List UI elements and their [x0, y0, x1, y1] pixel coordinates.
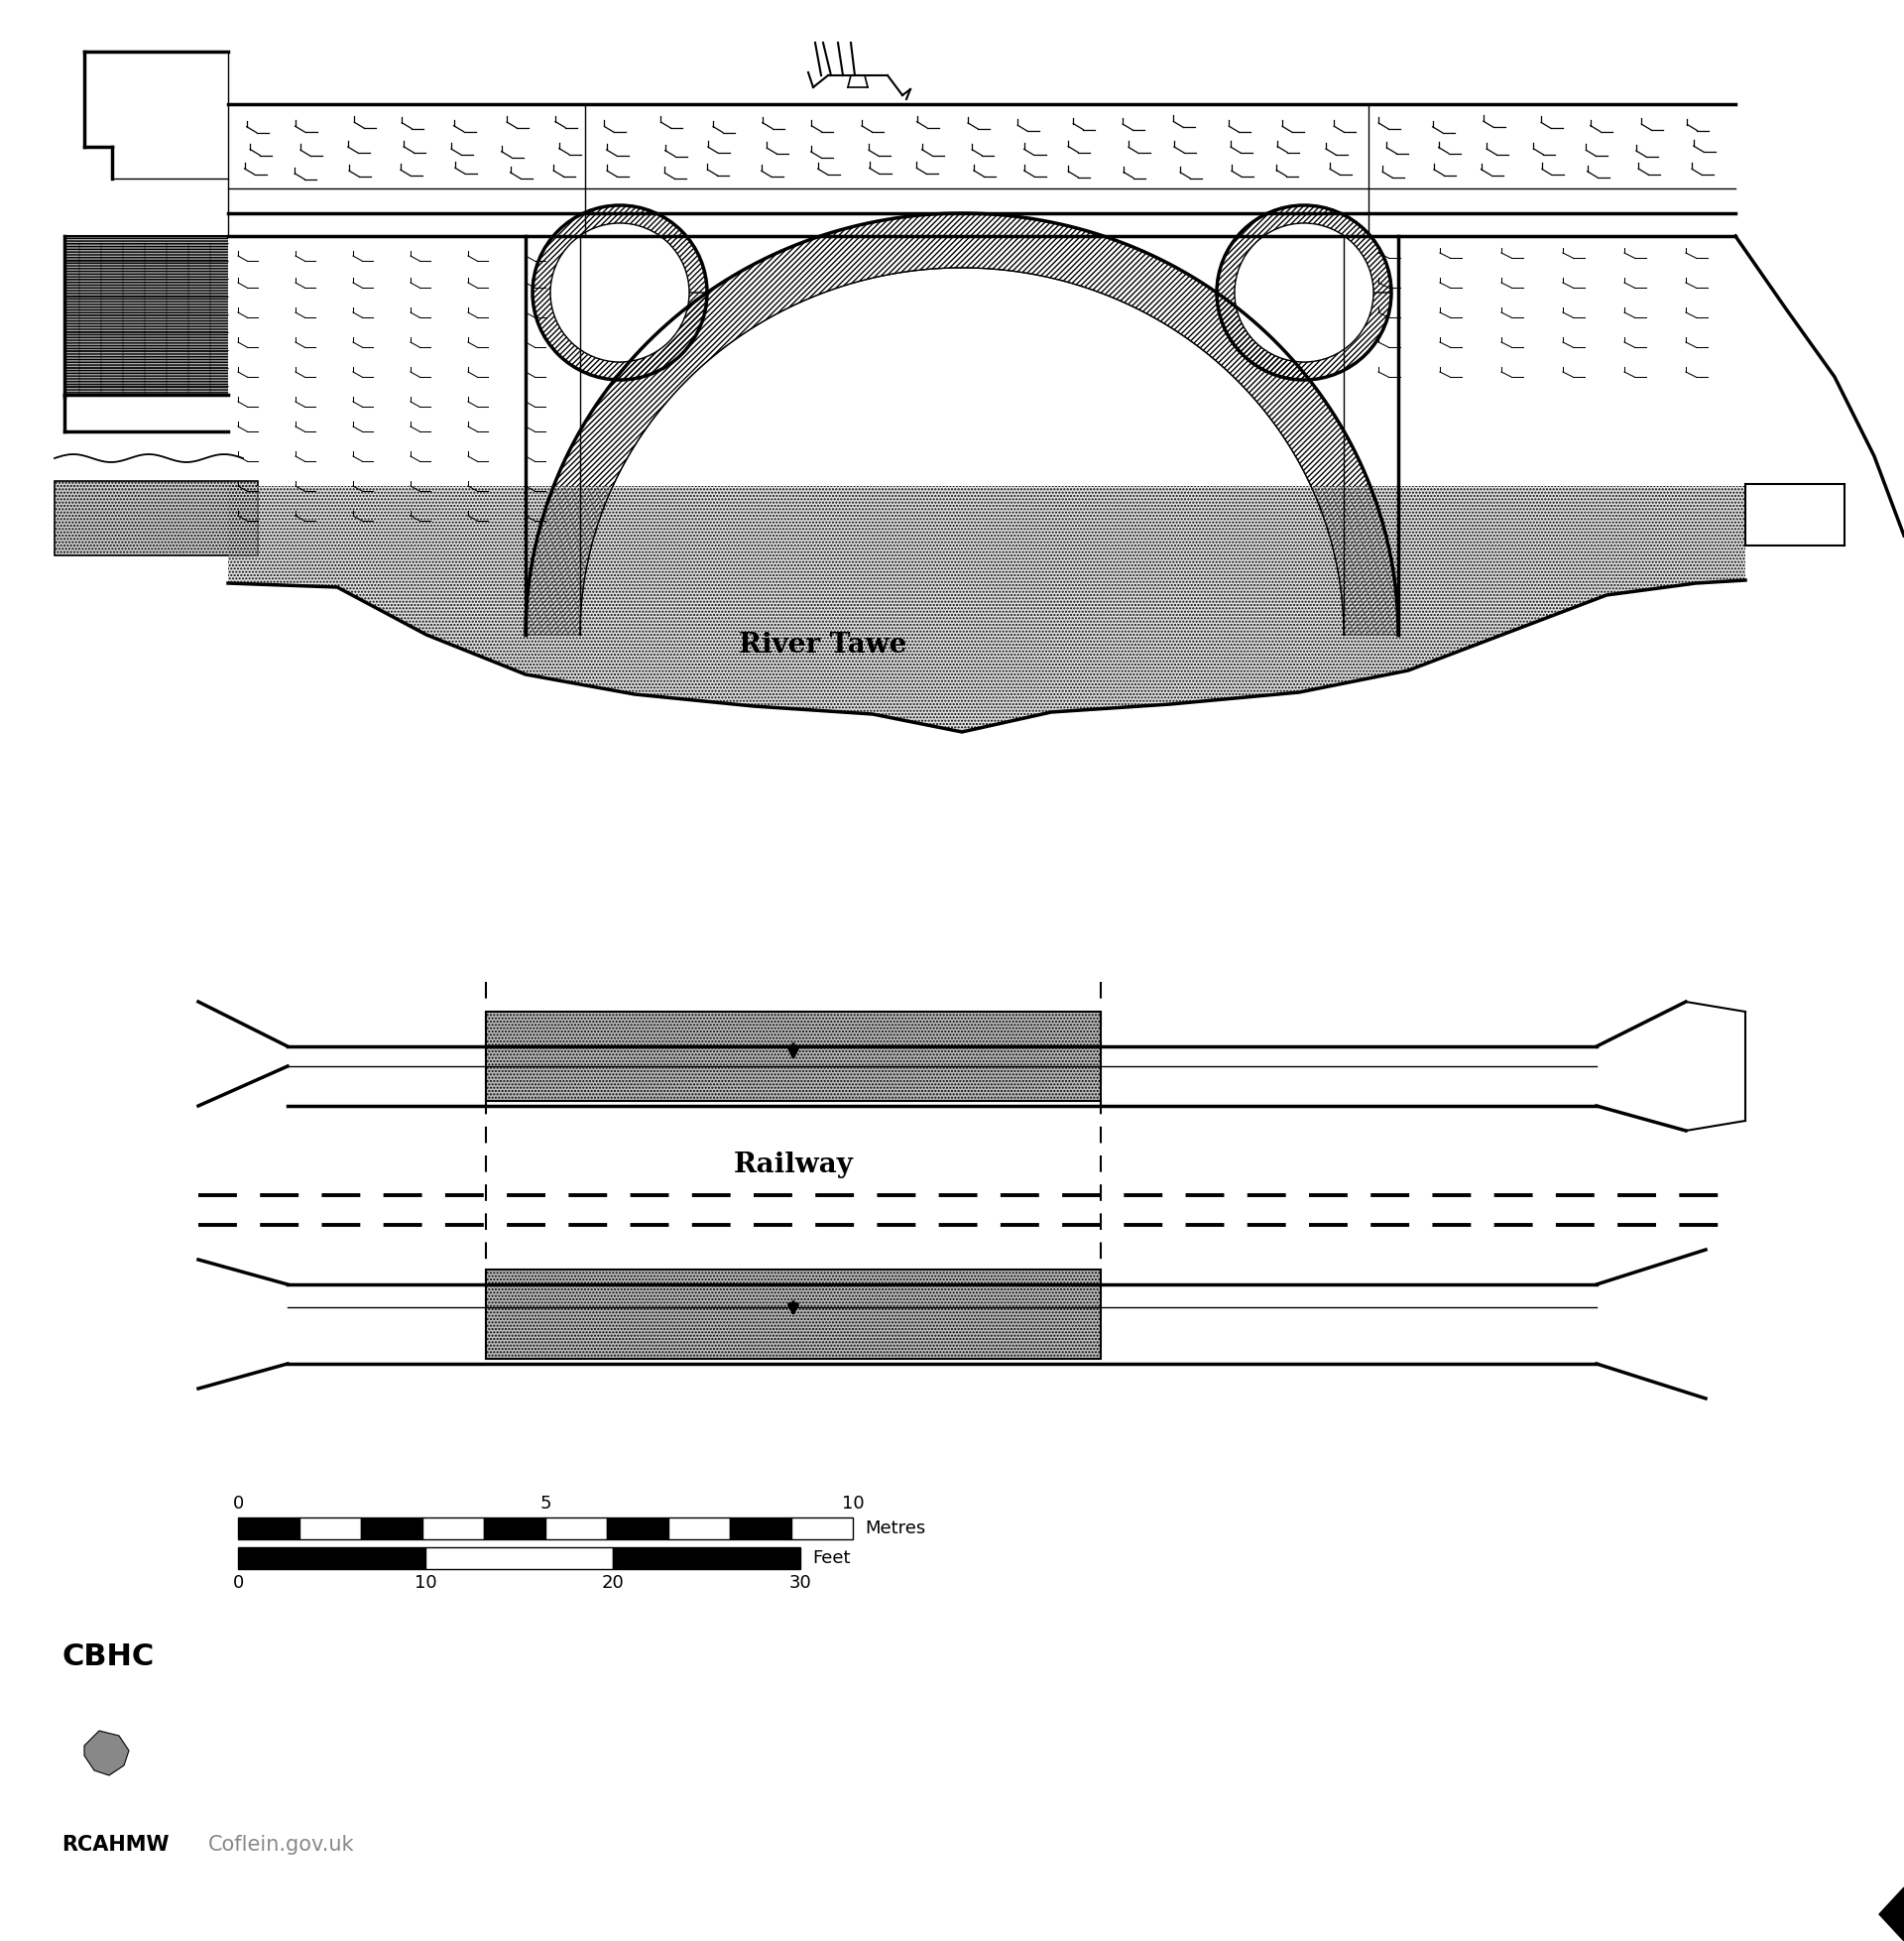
Text: 30: 30 [788, 1574, 811, 1592]
Circle shape [1234, 223, 1373, 363]
Text: Railway: Railway [733, 1153, 853, 1178]
Bar [362, 1518, 423, 1539]
Text: 0: 0 [232, 1495, 244, 1512]
Bar [792, 1518, 853, 1539]
Text: RCAHMW: RCAHMW [61, 1834, 169, 1856]
Circle shape [550, 223, 689, 363]
Bar [486, 1269, 1101, 1359]
Text: Feet: Feet [813, 1549, 851, 1566]
Bar [65, 237, 228, 394]
Bar [55, 481, 257, 555]
Bar [238, 1518, 299, 1539]
Text: River Tawe: River Tawe [739, 631, 906, 658]
Bar [613, 1547, 800, 1568]
Bar [65, 237, 228, 394]
Bar [425, 1547, 613, 1568]
Bar [729, 1518, 792, 1539]
Bar [299, 1518, 362, 1539]
Text: 0: 0 [232, 1574, 244, 1592]
Polygon shape [1879, 1887, 1904, 1941]
Bar [486, 1269, 1101, 1359]
Bar [484, 1518, 545, 1539]
Bar [486, 1011, 1101, 1101]
Text: 10: 10 [415, 1574, 436, 1592]
Polygon shape [228, 485, 1746, 732]
Bar [545, 1518, 607, 1539]
Text: 10: 10 [842, 1495, 864, 1512]
Bar [55, 481, 257, 555]
Bar [238, 1547, 425, 1568]
Polygon shape [84, 1731, 129, 1776]
Text: Coflein.gov.uk: Coflein.gov.uk [208, 1834, 354, 1856]
Bar [486, 1011, 1101, 1101]
Bar [423, 1518, 484, 1539]
Bar [668, 1518, 729, 1539]
Text: CBHC: CBHC [61, 1642, 154, 1671]
Text: 5: 5 [539, 1495, 550, 1512]
Text: Metres: Metres [864, 1520, 925, 1537]
Text: 20: 20 [602, 1574, 625, 1592]
Bar [607, 1518, 668, 1539]
